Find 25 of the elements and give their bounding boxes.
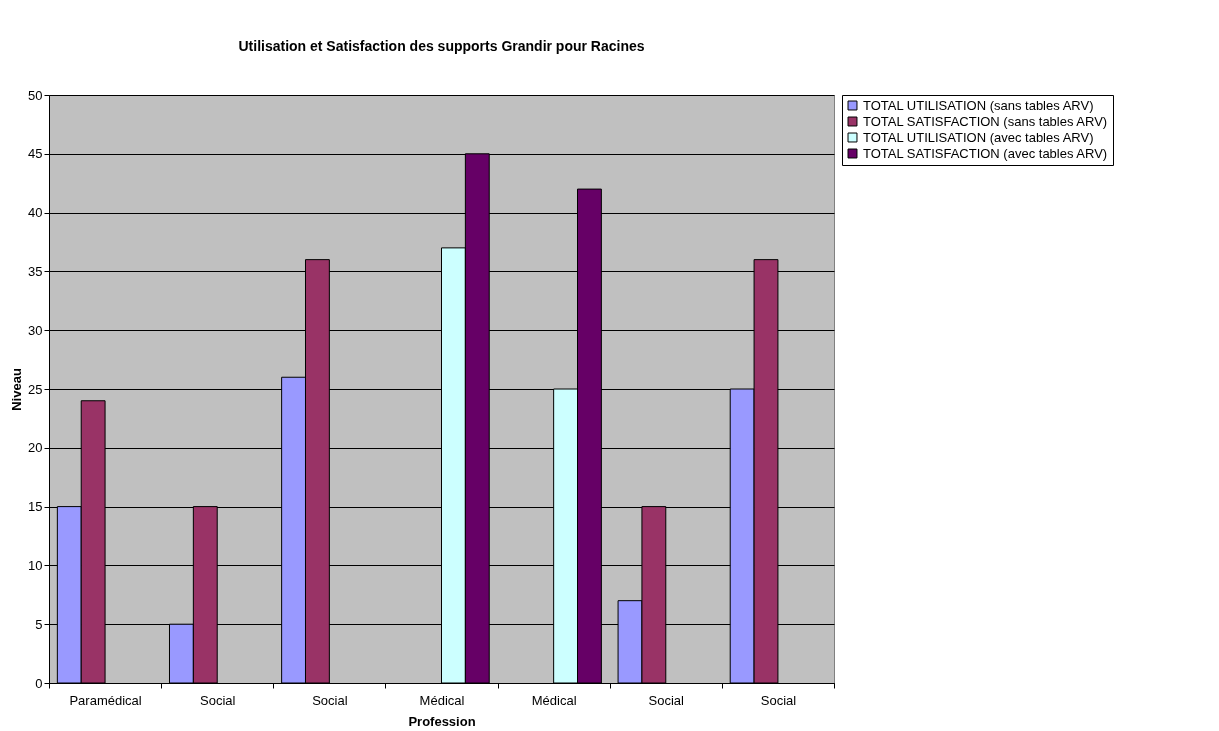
y-tick-label: 40 <box>28 205 43 221</box>
legend-label: TOTAL SATISFACTION (avec tables ARV) <box>863 145 1108 161</box>
y-tick-label: 0 <box>35 675 43 691</box>
y-tick-label: 30 <box>28 322 43 338</box>
x-tick-label: Social <box>312 692 348 708</box>
legend-label: TOTAL UTILISATION (sans tables ARV) <box>863 97 1094 113</box>
y-tick-label: 20 <box>28 440 43 456</box>
x-tick-label: Social <box>760 692 797 708</box>
x-tick-label: Social <box>200 692 236 708</box>
x-tick-label: Médical <box>419 692 465 708</box>
y-tick-label: 50 <box>28 87 43 103</box>
y-tick-label: 25 <box>28 381 43 397</box>
y-tick-label: 45 <box>28 146 43 162</box>
x-tick-label: Paramédical <box>69 692 142 708</box>
y-tick-label: 5 <box>35 616 43 632</box>
y-tick-label: 15 <box>28 499 43 515</box>
y-tick-label: 10 <box>28 557 43 573</box>
legend-label: TOTAL SATISFACTION (sans tables ARV) <box>863 113 1108 129</box>
x-tick-label: Médical <box>531 692 577 708</box>
y-tick-label: 35 <box>28 263 43 279</box>
legend-label: TOTAL UTILISATION (avec tables ARV) <box>863 129 1094 145</box>
x-tick-label: Social <box>648 692 685 708</box>
y-axis-title: Niveau <box>9 368 25 411</box>
chart-title: Utilisation et Satisfaction des supports Grandir pour Racines <box>238 38 645 54</box>
x-axis-title: Profession <box>408 713 476 729</box>
